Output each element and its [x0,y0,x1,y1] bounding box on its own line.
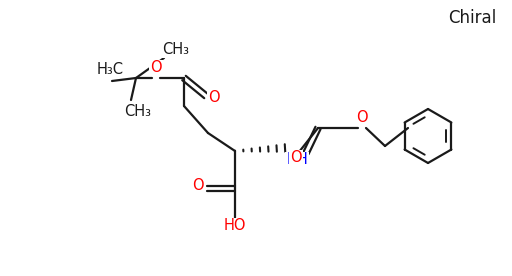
Text: HO: HO [224,219,246,233]
Text: O: O [208,91,220,105]
Text: Chiral: Chiral [448,9,496,27]
Text: CH₃: CH₃ [162,43,189,57]
Text: H₃C: H₃C [96,62,123,76]
Text: O: O [192,177,204,192]
Text: O: O [150,60,162,76]
Text: NH: NH [286,153,308,168]
Text: CH₃: CH₃ [124,104,152,118]
Text: O: O [356,110,368,124]
Text: O: O [290,150,302,166]
